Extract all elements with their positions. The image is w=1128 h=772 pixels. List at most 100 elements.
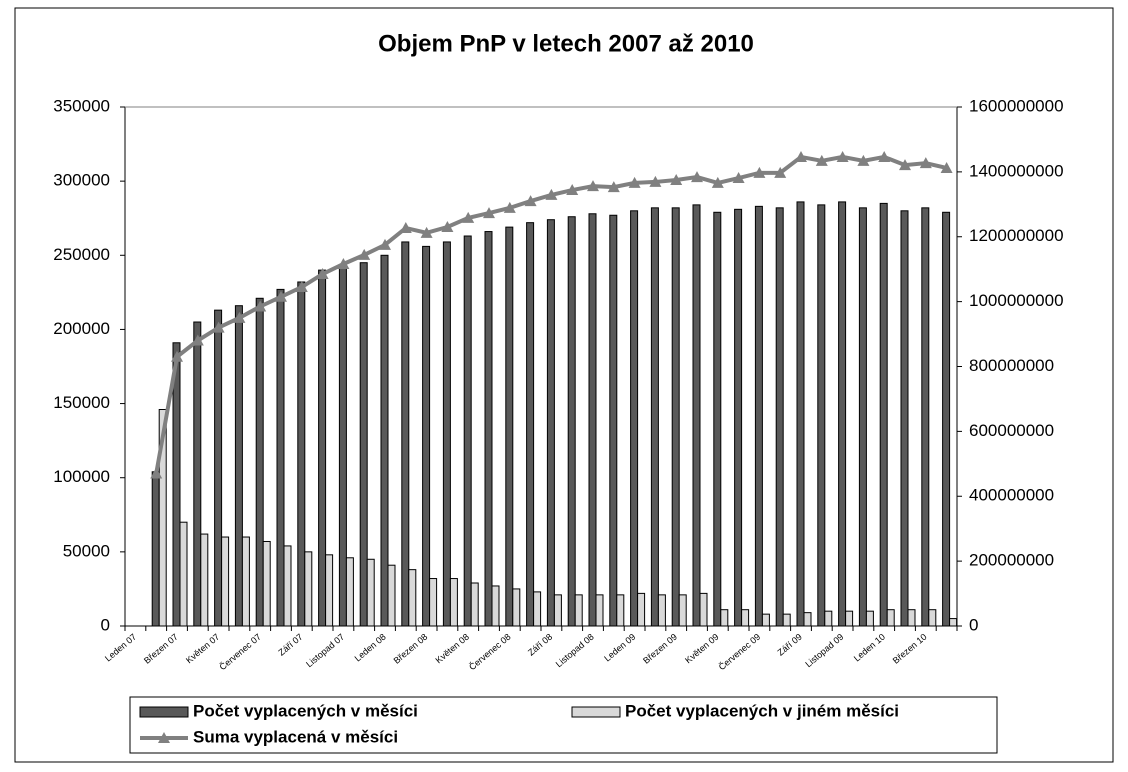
line-marker [337,257,350,269]
bar [588,213,597,627]
bar [380,254,389,627]
bar [574,594,583,627]
line-marker [191,334,204,346]
bar [553,594,562,627]
line-marker [150,467,163,479]
bar [151,471,160,627]
line-marker [753,166,766,178]
y-tick-label: 100000 [53,467,110,486]
bar [734,208,743,627]
line-marker [670,173,683,185]
bar [172,342,181,627]
line-marker [587,180,599,192]
y-tick-label: 250000 [53,245,110,264]
bar [775,207,784,627]
y2-tick-label: 1000000000 [969,291,1064,310]
line-marker [815,154,828,166]
bar [595,594,604,627]
bar [796,201,805,627]
line-marker [607,181,620,193]
bar [359,262,368,627]
line-marker [545,188,558,200]
bar [637,592,646,627]
bar [609,214,618,627]
legend-label: Suma vyplacená v měsíci [193,727,398,746]
line-marker [462,211,475,223]
bar [387,564,396,627]
bar [422,245,431,627]
y2-tick-label: 0 [969,615,978,634]
line-marker [420,226,433,238]
bar [928,609,937,627]
bar [657,594,666,627]
bar [567,216,576,627]
bar [255,297,264,627]
line-marker [857,154,870,166]
bar [546,219,555,627]
bar [505,226,514,627]
bar [671,207,680,627]
legend-label: Počet vyplacených v měsíci [193,701,418,720]
bar [179,521,188,627]
y2-tick-label: 400000000 [969,486,1054,505]
bar [401,241,410,627]
bar [949,618,958,627]
bar [824,610,833,627]
bar [886,609,895,627]
bar [408,569,417,627]
bar [865,610,874,627]
bar [817,204,826,627]
line-marker [524,195,537,207]
y2-tick-label: 1600000000 [969,96,1064,115]
bar [158,409,167,627]
bar [782,613,791,627]
line-marker [441,221,454,233]
y2-tick-label: 800000000 [969,356,1054,375]
y-tick-label: 50000 [63,541,110,560]
bar [366,558,375,627]
y2-tick-label: 600000000 [969,421,1054,440]
y-tick-label: 0 [101,615,110,634]
line-marker [566,184,579,196]
bar [699,592,708,627]
bar [921,207,930,627]
bar [325,554,334,627]
bar [713,211,722,627]
line-marker [691,171,703,183]
bar [678,594,687,627]
bar [720,609,729,627]
line-marker [774,166,787,178]
bar [512,588,521,627]
bar [484,231,493,627]
bar [907,609,916,627]
bar [470,582,479,627]
bar [234,305,243,627]
bar [318,269,327,627]
line-marker [212,321,225,333]
bar [193,321,202,627]
bar [200,533,209,627]
legend-swatch [571,706,621,718]
bar [345,557,354,627]
y-tick-label: 150000 [53,393,110,412]
line-marker [878,150,891,162]
line-marker [732,172,745,184]
y-tick-label: 300000 [53,171,110,190]
bar [879,202,888,627]
bar [900,210,909,627]
legend-box [129,696,998,754]
line-marker [358,248,371,260]
bar [838,201,847,627]
line-marker [275,290,287,302]
line-marker [171,350,183,362]
chart-title: Objem PnP v letech 2007 až 2010 [378,30,754,57]
bar [845,610,854,627]
bar [630,210,639,627]
bar [304,551,313,627]
line-marker [919,157,932,169]
line-marker [795,150,807,162]
line-marker [295,281,308,293]
legend-swatch [139,706,189,718]
bar [526,222,535,627]
y2-tick-label: 1200000000 [969,226,1064,245]
